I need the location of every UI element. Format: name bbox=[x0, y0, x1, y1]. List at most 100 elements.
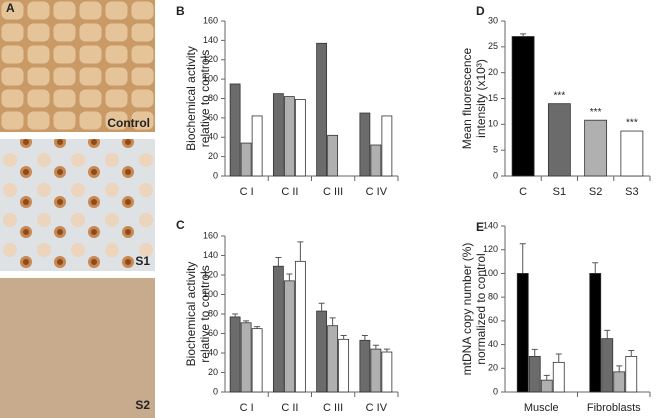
y-tick-label: 140 bbox=[203, 35, 218, 45]
y-axis-label: Mean fluorescence bbox=[460, 47, 474, 149]
y-tick-label: 60 bbox=[208, 328, 218, 338]
x-tick-label: C IV bbox=[366, 402, 388, 414]
y-tick-label: 100 bbox=[203, 289, 218, 299]
y-tick-label: 20 bbox=[488, 67, 498, 77]
error-bar bbox=[616, 365, 623, 372]
error-bar bbox=[286, 273, 293, 281]
y-tick-label: 25 bbox=[488, 41, 498, 51]
y-axis-label: mtDNA copy number (%) bbox=[460, 243, 474, 376]
x-tick-label: S3 bbox=[625, 186, 638, 198]
image-s1 bbox=[0, 139, 155, 271]
bar bbox=[240, 142, 252, 177]
bar bbox=[528, 356, 541, 393]
annotation: *** bbox=[590, 107, 602, 118]
panel-letter: B bbox=[176, 4, 185, 18]
y-tick-label: 100 bbox=[483, 268, 498, 278]
bar bbox=[516, 273, 529, 393]
y-tick-label: 60 bbox=[488, 315, 498, 325]
x-tick-label: C II bbox=[281, 402, 298, 414]
bar bbox=[589, 273, 602, 393]
y-tick-label: 20 bbox=[208, 151, 218, 161]
bar bbox=[370, 348, 382, 393]
error-bar bbox=[275, 256, 282, 267]
x-tick-label: C I bbox=[240, 186, 254, 198]
y-tick-label: 20 bbox=[488, 363, 498, 373]
y-tick-label: 80 bbox=[488, 292, 498, 302]
error-bar bbox=[254, 326, 261, 329]
x-tick-label: C IV bbox=[366, 186, 388, 198]
image-label: S1 bbox=[135, 254, 150, 268]
y-tick-label: 0 bbox=[213, 170, 218, 180]
y-tick-label: 100 bbox=[203, 74, 218, 84]
bar bbox=[625, 356, 638, 393]
bar bbox=[359, 339, 371, 393]
error-bar bbox=[531, 348, 538, 357]
panel-letter: D bbox=[476, 4, 485, 18]
y-tick-label: 140 bbox=[483, 220, 498, 230]
bar bbox=[584, 119, 608, 177]
bar bbox=[251, 115, 263, 177]
y-tick-label: 120 bbox=[203, 54, 218, 64]
bar bbox=[240, 322, 252, 393]
bar bbox=[294, 260, 306, 393]
bar bbox=[272, 265, 284, 393]
y-axis-label: intensity (x10³) bbox=[474, 59, 488, 138]
panel-letter: E bbox=[476, 220, 484, 234]
y-tick-label: 20 bbox=[208, 367, 218, 377]
bar bbox=[359, 112, 371, 177]
bar bbox=[316, 42, 328, 177]
y-axis-label: Biochemical activity bbox=[184, 46, 198, 151]
bar bbox=[540, 379, 553, 393]
y-tick-label: 0 bbox=[493, 170, 498, 180]
error-bar bbox=[340, 334, 347, 340]
bar bbox=[370, 144, 382, 177]
error-bar bbox=[628, 350, 635, 357]
bar bbox=[229, 316, 241, 393]
error-bar bbox=[329, 317, 336, 326]
bar bbox=[251, 328, 263, 393]
panel-letter: C bbox=[176, 218, 185, 232]
y-axis-label: Biochemical activity bbox=[184, 262, 198, 367]
y-tick-label: 10 bbox=[488, 119, 498, 129]
y-tick-label: 120 bbox=[203, 269, 218, 279]
annotation: *** bbox=[626, 118, 638, 129]
error-bar bbox=[232, 313, 239, 317]
y-tick-label: 140 bbox=[203, 250, 218, 260]
image-s2 bbox=[0, 278, 155, 418]
x-tick-label: S2 bbox=[589, 186, 602, 198]
image-label: S2 bbox=[135, 398, 150, 412]
bar bbox=[316, 310, 328, 393]
x-tick-label: C II bbox=[281, 186, 298, 198]
y-tick-label: 160 bbox=[203, 15, 218, 25]
bar bbox=[620, 130, 644, 177]
bar bbox=[283, 96, 295, 177]
y-tick-label: 120 bbox=[483, 244, 498, 254]
y-tick-label: 80 bbox=[208, 93, 218, 103]
bar bbox=[272, 93, 284, 177]
bar bbox=[552, 361, 565, 393]
y-tick-label: 40 bbox=[208, 347, 218, 357]
bar bbox=[511, 36, 535, 177]
y-axis-label: relative to controls bbox=[198, 50, 212, 147]
y-tick-label: 0 bbox=[493, 386, 498, 396]
error-bar bbox=[520, 33, 527, 37]
image-label: Control bbox=[107, 116, 150, 130]
bar bbox=[547, 103, 571, 177]
error-bar bbox=[592, 262, 599, 274]
y-tick-label: 40 bbox=[208, 132, 218, 142]
error-bar bbox=[372, 344, 379, 350]
bar bbox=[229, 83, 241, 177]
y-axis-label: relative to controls bbox=[198, 265, 212, 362]
error-bar bbox=[555, 353, 562, 363]
bar bbox=[294, 99, 306, 177]
error-bar bbox=[318, 302, 325, 312]
y-tick-label: 60 bbox=[208, 112, 218, 122]
error-bar bbox=[361, 334, 368, 341]
y-tick-label: 40 bbox=[488, 339, 498, 349]
bar bbox=[613, 371, 626, 393]
x-tick-label: Muscle bbox=[524, 402, 559, 414]
error-bar bbox=[243, 320, 250, 323]
x-tick-label: S1 bbox=[553, 186, 566, 198]
annotation: *** bbox=[554, 90, 566, 101]
y-tick-label: 30 bbox=[488, 15, 498, 25]
